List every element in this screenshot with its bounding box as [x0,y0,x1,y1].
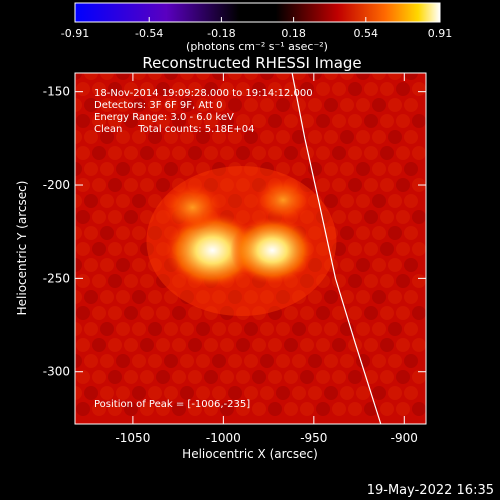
colorbar-tick-label: 0.18 [281,27,306,40]
flare-source [163,184,222,231]
colorbar-units: (photons cm⁻² s⁻¹ asec⁻²) [186,40,328,53]
flare-sources [146,166,337,317]
peak-position-label: Position of Peak = [-1006,-235] [94,399,250,410]
colorbar-tick-label: -0.54 [135,27,163,40]
x-tick-label: -900 [391,431,418,445]
y-tick-label: -300 [43,365,70,379]
colorbar-tick-label: 0.91 [428,27,453,40]
colorbar-tick-label: -0.18 [207,27,235,40]
x-axis-label: Heliocentric X (arcsec) [182,447,318,461]
annotation-time: 18-Nov-2014 19:09:28.000 to 19:14:12.000 [94,88,313,99]
colorbar-tick-label: 0.54 [354,27,379,40]
flare-source [255,177,311,223]
flare-source [230,216,315,284]
footer-date: 19-May-2022 16:35 [366,483,494,498]
colorbar [74,2,441,23]
flare-source [165,212,260,289]
plot-frame [74,72,427,425]
colorbar-tick-label: -0.91 [61,27,89,40]
y-tick-label: -250 [43,271,70,285]
annotation-clean: Clean Total counts: 5.18E+04 [94,124,254,135]
x-tick-label: -1000 [206,431,241,445]
solar-limb [291,73,382,424]
colorbar-ticks: -0.91 -0.54 -0.18 0.18 0.54 0.91 [61,17,452,40]
plot-image [75,73,426,424]
axis-ticks: -1050 -1000 -950 -900 -150 -200 -250 -300 [43,73,426,445]
annotation-energy: Energy Range: 3.0 - 6.0 keV [94,112,234,123]
x-tick-label: -1050 [115,431,150,445]
y-tick-label: -200 [43,178,70,192]
annotation-detectors: Detectors: 3F 6F 9F, Att 0 [94,100,222,111]
y-axis-label: Heliocentric Y (arcsec) [15,181,29,316]
chart-title: Reconstructed RHESSI Image [142,54,361,72]
x-tick-label: -950 [300,431,327,445]
y-tick-label: -150 [43,85,70,99]
